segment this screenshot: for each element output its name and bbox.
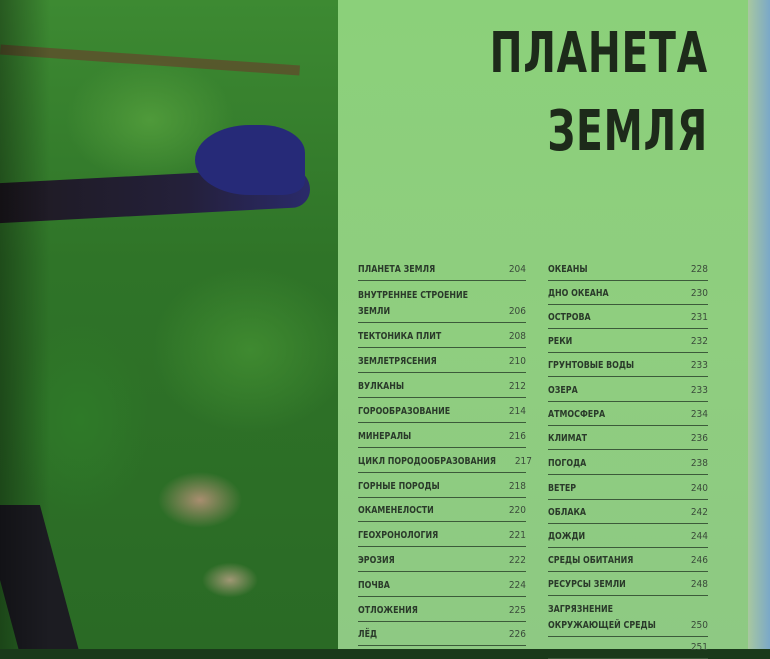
entry-page-number: 248 bbox=[690, 579, 708, 590]
contents-entry: ЦИКЛ ПОРОДООБРАЗОВАНИЯ 217 bbox=[358, 454, 532, 473]
contents-entry: ЗАГРЯЗНЕНИЕ ОКРУЖАЮЩЕЙ СРЕДЫ 250 bbox=[548, 602, 708, 637]
page-title-line1: ПЛАНЕТА bbox=[489, 21, 708, 86]
entry-title: ОСТРОВА bbox=[548, 312, 591, 323]
entry-title: ДОЖДИ bbox=[548, 531, 586, 542]
entry-title: ГОРООБРАЗОВАНИЕ bbox=[358, 406, 451, 417]
contents-entry: ДНО ОКЕАНА 230 bbox=[548, 286, 708, 305]
entry-page-number: 232 bbox=[690, 336, 708, 347]
entry-page-number: 242 bbox=[690, 507, 708, 518]
entry-title: ЛЁД bbox=[358, 629, 378, 640]
contents-page: ПЛАНЕТА ЗЕМЛЯ ПЛАНЕТА ЗЕМЛЯ 204 ВНУТРЕННЕЕ… bbox=[338, 0, 748, 659]
entry-title: ЗАГРЯЗНЕНИЕ ОКРУЖАЮЩЕЙ СРЕДЫ bbox=[548, 604, 656, 631]
entry-page-number: 206 bbox=[508, 306, 526, 317]
contents-entry: ДОЖДИ 244 bbox=[548, 529, 708, 548]
entry-page-number: 212 bbox=[508, 381, 526, 392]
entry-page-number: 236 bbox=[690, 433, 708, 444]
contents-entry: ВНУТРЕННЕЕ СТРОЕНИЕ ЗЕМЛИ 206 bbox=[358, 288, 526, 323]
entry-page-number: 251 bbox=[690, 642, 708, 653]
contents-entry: ОСТРОВА 231 bbox=[548, 310, 708, 329]
river-pool bbox=[195, 125, 305, 195]
entry-title: АТМОСФЕРА bbox=[548, 409, 606, 420]
entry-title: ТЕКТОНИКА ПЛИТ bbox=[358, 331, 442, 342]
entry-page-number: 208 bbox=[508, 331, 526, 342]
contents-entry: ОКАМЕНЕЛОСТИ 220 bbox=[358, 503, 526, 522]
book-edge bbox=[748, 0, 770, 649]
entry-title: ВЕТЕР bbox=[548, 483, 577, 494]
entry-title: ОКАМЕНЕЛОСТИ bbox=[358, 505, 434, 516]
entry-page-number: 220 bbox=[508, 505, 526, 516]
entry-page-number: 216 bbox=[508, 431, 526, 442]
contents-entry: ТЕКТОНИКА ПЛИТ 208 bbox=[358, 329, 526, 348]
contents-entry: ГЕОХРОНОЛОГИЯ 221 bbox=[358, 528, 526, 547]
contents-entry: ПОГОДА 238 bbox=[548, 456, 708, 475]
entry-page-number: 233 bbox=[690, 360, 708, 371]
entry-page-number: 226 bbox=[508, 629, 526, 640]
entry-page-number: 222 bbox=[508, 555, 526, 566]
contents-entry: ПОЧВА 224 bbox=[358, 578, 526, 597]
entry-title: ВНУТРЕННЕЕ СТРОЕНИЕ ЗЕМЛИ bbox=[358, 290, 469, 317]
entry-title: КЛИМАТ bbox=[548, 433, 588, 444]
contents-entry: АТМОСФЕРА 234 bbox=[548, 407, 708, 426]
contents-entry: ГОРНЫЕ ПОРОДЫ 218 bbox=[358, 479, 526, 498]
entry-title: ДНО ОКЕАНА bbox=[548, 288, 609, 299]
entry-title: ОКЕАНЫ bbox=[548, 264, 588, 275]
entry-title: РЕКИ bbox=[548, 336, 573, 347]
contents-entry: ЛЁД 226 bbox=[358, 627, 526, 646]
contents-entry: ЭРОЗИЯ 222 bbox=[358, 553, 526, 572]
entry-title: ПОЧВА bbox=[358, 580, 390, 591]
entry-title: СРЕДЫ ОБИТАНИЯ bbox=[548, 555, 634, 566]
entry-page-number: 233 bbox=[690, 385, 708, 396]
entry-title: ОЗЕРА bbox=[548, 385, 578, 396]
entry-title: МИНЕРАЛЫ bbox=[358, 431, 412, 442]
entry-page-number: 225 bbox=[508, 605, 526, 616]
entry-page-number: 204 bbox=[508, 264, 526, 275]
page-title-line2: ЗЕМЛЯ bbox=[547, 99, 708, 164]
entry-page-number: 246 bbox=[690, 555, 708, 566]
entry-page-number: 231 bbox=[690, 312, 708, 323]
entry-page-number: 210 bbox=[508, 356, 526, 367]
entry-title: ПОГОДА bbox=[548, 458, 587, 469]
contents-entry: ГОРООБРАЗОВАНИЕ 214 bbox=[358, 404, 526, 423]
entry-title: ЭРОЗИЯ bbox=[358, 555, 395, 566]
contents-entry: ВУЛКАНЫ 212 bbox=[358, 379, 526, 398]
entry-title: ГРУНТОВЫЕ ВОДЫ bbox=[548, 360, 635, 371]
entry-title: ЦИКЛ ПОРОДООБРАЗОВАНИЯ bbox=[358, 456, 496, 467]
forest-river-photo bbox=[0, 0, 340, 649]
entry-page-number: 221 bbox=[508, 530, 526, 541]
entry-page-number: 224 bbox=[508, 580, 526, 591]
contents-entry: РЕКИ 232 bbox=[548, 334, 708, 353]
entry-page-number: 217 bbox=[514, 456, 532, 467]
entry-page-number: 214 bbox=[508, 406, 526, 417]
entry-title: ОТЛОЖЕНИЯ bbox=[358, 605, 418, 616]
contents-entry: ОТЛОЖЕНИЯ 225 bbox=[358, 603, 526, 622]
entry-page-number: 250 bbox=[690, 620, 708, 631]
contents-entry: 251 bbox=[548, 640, 708, 659]
entry-title: ВУЛКАНЫ bbox=[358, 381, 405, 392]
entry-page-number: 218 bbox=[508, 481, 526, 492]
entry-title: РЕСУРСЫ ЗЕМЛИ bbox=[548, 579, 626, 590]
contents-entry: ГРУНТОВЫЕ ВОДЫ 233 bbox=[548, 358, 708, 377]
entry-page-number: 230 bbox=[690, 288, 708, 299]
entry-title: ЗЕМЛЕТРЯСЕНИЯ bbox=[358, 356, 437, 367]
entry-title: ОБЛАКА bbox=[548, 507, 587, 518]
contents-entry: ПЛАНЕТА ЗЕМЛЯ 204 bbox=[358, 262, 526, 281]
contents-entry: ЗЕМЛЕТРЯСЕНИЯ 210 bbox=[358, 354, 526, 373]
entry-page-number: 244 bbox=[690, 531, 708, 542]
contents-entry: ОКЕАНЫ 228 bbox=[548, 262, 708, 281]
contents-entry: СРЕДЫ ОБИТАНИЯ 246 bbox=[548, 553, 708, 572]
entry-page-number: 234 bbox=[690, 409, 708, 420]
contents-entry: РЕСУРСЫ ЗЕМЛИ 248 bbox=[548, 577, 708, 596]
entry-title: ПЛАНЕТА ЗЕМЛЯ bbox=[358, 264, 436, 275]
entry-page-number: 228 bbox=[690, 264, 708, 275]
contents-entry: МИНЕРАЛЫ 216 bbox=[358, 429, 526, 448]
page-gutter-shadow bbox=[0, 0, 50, 649]
contents-entry: ОЗЕРА 233 bbox=[548, 383, 708, 402]
entry-title: ГЕОХРОНОЛОГИЯ bbox=[358, 530, 439, 541]
contents-entry: ВЕТЕР 240 bbox=[548, 481, 708, 500]
contents-entry: КЛИМАТ 236 bbox=[548, 431, 708, 450]
contents-entry: ОБЛАКА 242 bbox=[548, 505, 708, 524]
entry-page-number: 238 bbox=[690, 458, 708, 469]
entry-page-number: 240 bbox=[690, 483, 708, 494]
entry-title: ГОРНЫЕ ПОРОДЫ bbox=[358, 481, 440, 492]
